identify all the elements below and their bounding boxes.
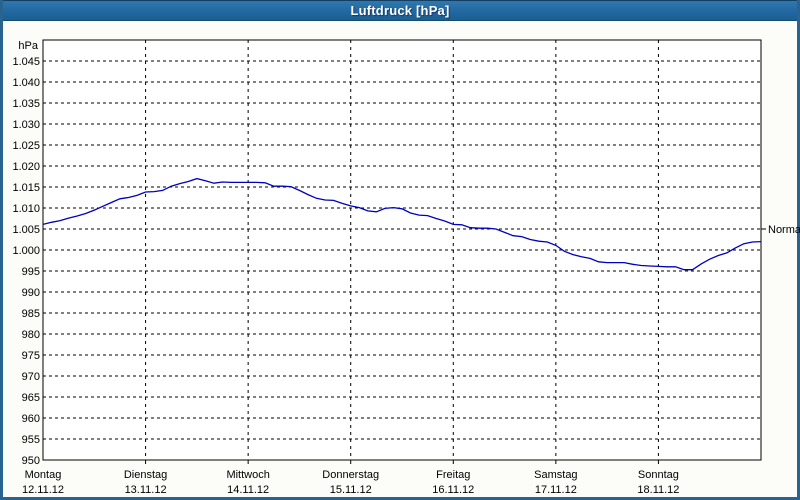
x-axis-labels: Montag 12.11.12 Dienstag 13.11.12 Mittwoch 14… <box>22 469 679 496</box>
day-date-label: 13.11.12 <box>125 484 167 496</box>
y-axis-tick-label: 1.025 <box>12 140 40 152</box>
day-date-label: 12.11.12 <box>22 484 64 496</box>
y-axis-tick-label: 955 <box>22 434 40 446</box>
day-date-label: 15.11.12 <box>330 484 372 496</box>
y-axis-tick-label: 960 <box>22 413 40 425</box>
day-date-label: 14.11.12 <box>227 484 269 496</box>
y-axis-tick-label: 1.000 <box>12 245 40 257</box>
day-date-label: 18.11.12 <box>637 484 679 496</box>
y-axis-tick-label: 985 <box>22 308 40 320</box>
y-axis-tick-label: 1.005 <box>12 224 40 236</box>
y-axis-tick-label: 1.035 <box>12 98 40 110</box>
pressure-line-series <box>42 177 762 271</box>
day-name-label: Dienstag <box>124 469 167 481</box>
y-axis-tick-label: 965 <box>22 392 40 404</box>
day-name-label: Montag <box>25 469 62 481</box>
y-axis-tick-label: 1.015 <box>12 182 40 194</box>
day-date-label: 17.11.12 <box>535 484 577 496</box>
day-date-label: 16.11.12 <box>432 484 474 496</box>
normal-marker-label: Normal <box>768 224 800 236</box>
vertical-gridlines <box>145 40 659 464</box>
plot-frame <box>42 39 762 461</box>
y-axis-tick-label: 1.030 <box>12 119 40 131</box>
day-name-label: Donnerstag <box>322 469 379 481</box>
y-axis-unit-label: hPa <box>18 40 38 52</box>
window-title: Luftdruck [hPa] <box>350 3 450 18</box>
y-axis-tick-label: 970 <box>22 371 40 383</box>
y-axis-tick-label: 1.010 <box>12 203 40 215</box>
day-name-label: Samstag <box>534 469 577 481</box>
window-title-bar[interactable]: Luftdruck [hPa] <box>3 0 797 21</box>
day-name-label: Mittwoch <box>226 469 269 481</box>
y-axis-tick-label: 950 <box>22 455 40 467</box>
pressure-chart: 1.045 1.040 1.035 1.030 1.025 1.020 1.015 1.010… <box>12 39 800 496</box>
y-axis-tick-label: 1.040 <box>12 77 40 89</box>
day-name-label: Freitag <box>436 469 470 481</box>
y-axis-tick-label: 990 <box>22 287 40 299</box>
y-axis-tick-label: 980 <box>22 329 40 341</box>
y-axis-tick-label: 975 <box>22 350 40 362</box>
day-name-label: Sonntag <box>638 469 679 481</box>
y-axis-tick-label: 1.020 <box>12 161 40 173</box>
y-axis-tick-label: 995 <box>22 266 40 278</box>
y-axis-labels: 1.045 1.040 1.035 1.030 1.025 1.020 1.015 1.010… <box>12 56 40 467</box>
y-axis-tick-label: 1.045 <box>12 56 40 68</box>
